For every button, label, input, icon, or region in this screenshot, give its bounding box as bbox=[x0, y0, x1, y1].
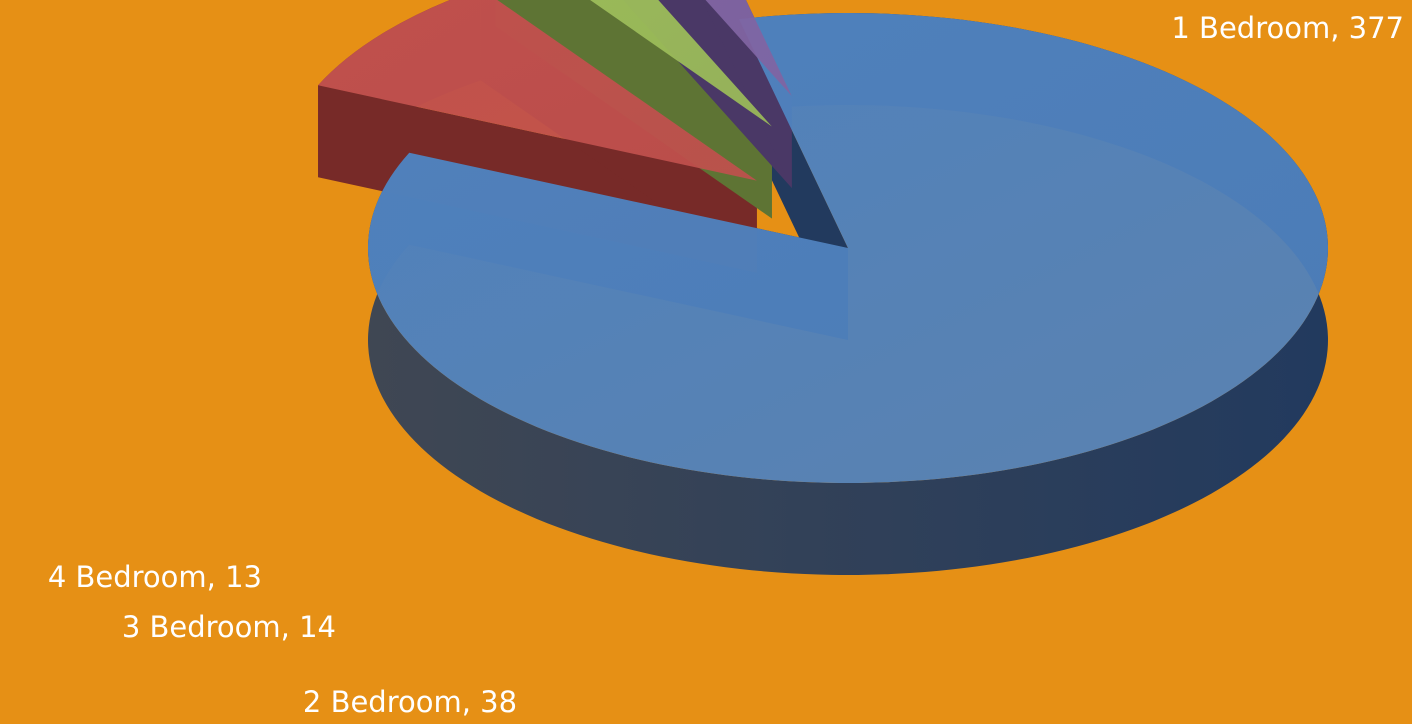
slice-wall-4-bedroom-1 bbox=[702, 0, 792, 189]
slice-3-bedroom bbox=[590, 0, 772, 127]
slice-side-3-bedroom bbox=[495, 0, 579, 27]
pie-labels: 1 Bedroom, 377 2 Bedroom, 38 3 Bedroom, … bbox=[48, 11, 1404, 719]
slice-2-bedroom bbox=[318, 0, 757, 181]
slice-wall-4-bedroom-0 bbox=[622, 0, 792, 189]
slice-label-4-bedroom: 4 Bedroom, 13 bbox=[48, 560, 262, 594]
slice-label-3-bedroom: 3 Bedroom, 14 bbox=[122, 610, 336, 644]
slice-4-bedroom bbox=[705, 0, 792, 97]
pie-tops bbox=[318, 0, 1328, 484]
slice-1-bedroom bbox=[367, 13, 1328, 484]
slice-label-1-bedroom: 1 Bedroom, 377 bbox=[1171, 11, 1404, 45]
slice-label-2-bedroom: 2 Bedroom, 38 bbox=[303, 685, 517, 719]
